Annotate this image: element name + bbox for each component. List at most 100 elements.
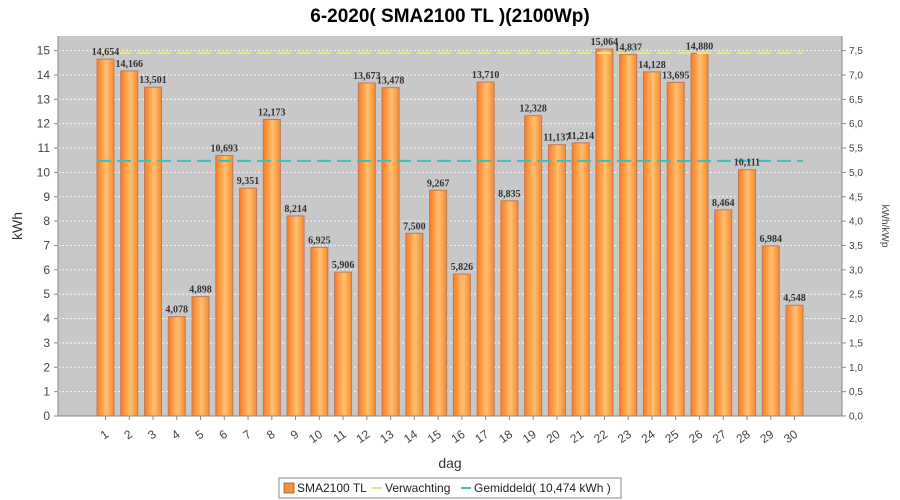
chart-title: 6-2020( SMA2100 TL )(2100Wp) xyxy=(310,6,589,27)
x-tick-label: 28 xyxy=(734,427,753,446)
right-axis-label: kWh/kWp xyxy=(879,205,890,248)
x-tick-label: 3 xyxy=(145,427,159,442)
bar-day-10 xyxy=(310,246,329,417)
data-label-day-9: 8,214 xyxy=(284,204,307,215)
data-label-day-23: 14,837 xyxy=(614,43,642,54)
bar-day-30 xyxy=(785,304,804,417)
right-tick-label: 3,5 xyxy=(849,241,863,252)
bar-day-15 xyxy=(429,189,448,417)
y-tick-label: 1 xyxy=(43,385,50,399)
bar-day-21 xyxy=(571,142,590,417)
y-tick-label: 12 xyxy=(37,117,51,131)
right-tick-label: 2,0 xyxy=(849,314,863,325)
data-label-day-25: 13,695 xyxy=(662,70,690,81)
data-label-day-30: 4,548 xyxy=(783,293,806,304)
bar-day-20 xyxy=(547,144,566,417)
bar-day-25 xyxy=(666,81,685,417)
legend-swatch-bar xyxy=(283,482,295,494)
x-tick-label: 30 xyxy=(781,427,800,446)
bar-day-24 xyxy=(642,71,661,417)
right-axis: 0,0 0,5 1,0 1,5 2,0 2,5 3,0 3,5 4,0 4,5 5,0 5,5 6,0 6… xyxy=(841,36,863,423)
data-label-day-17: 13,710 xyxy=(472,70,500,81)
right-tick-label: 5,0 xyxy=(849,168,863,179)
data-label-day-3: 13,501 xyxy=(139,75,167,86)
data-label-day-16: 5,826 xyxy=(451,262,474,273)
data-label-day-19: 12,328 xyxy=(519,104,547,115)
x-tick-label: 25 xyxy=(662,427,681,446)
y-tick-label: 3 xyxy=(43,336,50,350)
right-tick-label: 1,5 xyxy=(849,338,863,349)
x-tick-label: 1 xyxy=(98,427,112,442)
right-tick-label: 4,0 xyxy=(849,217,863,228)
y-tick-label: 8 xyxy=(43,214,50,228)
bar-day-5 xyxy=(191,296,210,417)
x-tick-label: 19 xyxy=(520,427,539,446)
x-axis: 1 2 3 4 5 6 7 8 9 10 11 12 13 14 15 16 17 18 19 20 21 22 23 24 2… xyxy=(58,415,842,446)
bar-day-16 xyxy=(452,273,471,417)
bars xyxy=(96,48,804,417)
bar-day-23 xyxy=(619,54,638,417)
y-tick-label: 11 xyxy=(38,141,51,155)
data-label-day-8: 12,173 xyxy=(258,107,286,118)
right-tick-label: 6,0 xyxy=(849,119,863,130)
x-tick-label: 21 xyxy=(567,427,586,446)
y-tick-label: 0 xyxy=(43,409,50,423)
x-tick-label: 26 xyxy=(686,427,705,446)
bar-day-27 xyxy=(714,209,733,417)
data-label-day-5: 4,898 xyxy=(189,285,212,296)
grid xyxy=(58,50,842,393)
data-label-day-18: 8,835 xyxy=(498,189,521,200)
legend-item-gemiddeld: Gemiddeld( 10,474 kWh ) xyxy=(474,481,611,495)
legend-item-verwachting: Verwachting xyxy=(385,481,450,495)
data-label-day-4: 4,078 xyxy=(166,305,189,316)
right-tick-label: 2,5 xyxy=(849,290,863,301)
right-tick-label: 1,0 xyxy=(849,363,863,374)
x-tick-label: 7 xyxy=(240,427,254,442)
x-tick-label: 14 xyxy=(401,427,420,446)
y-tick-label: 6 xyxy=(43,263,50,277)
x-tick-label: 4 xyxy=(169,427,183,442)
data-label-day-6: 10,693 xyxy=(211,144,239,155)
x-tick-label: 13 xyxy=(377,427,396,446)
bar-day-6 xyxy=(215,155,234,417)
legend-box xyxy=(278,477,622,499)
right-tick-label: 0,5 xyxy=(849,387,863,398)
bar-day-26 xyxy=(690,53,709,417)
y-tick-label: 5 xyxy=(43,287,50,301)
bar-day-2 xyxy=(120,70,139,417)
x-tick-label: 24 xyxy=(639,427,658,446)
bar-day-4 xyxy=(167,316,186,417)
right-tick-label: 7,5 xyxy=(849,46,863,57)
x-tick-label: 22 xyxy=(591,427,610,446)
data-label-day-29: 6,984 xyxy=(759,234,782,245)
y-tick-label: 13 xyxy=(37,92,51,106)
bar-day-29 xyxy=(761,245,780,417)
y-tick-label: 15 xyxy=(37,44,51,58)
x-tick-label: 27 xyxy=(710,427,729,446)
x-tick-label: 11 xyxy=(331,427,350,446)
right-tick-label: 4,5 xyxy=(849,192,863,203)
y-tick-label: 4 xyxy=(43,312,50,326)
bar-day-12 xyxy=(357,82,376,417)
bar-day-17 xyxy=(476,81,495,417)
x-tick-label: 10 xyxy=(306,427,325,446)
right-tick-label: 7,0 xyxy=(849,70,863,81)
x-tick-label: 8 xyxy=(264,427,278,442)
data-label-day-12: 13,673 xyxy=(353,71,381,82)
x-tick-label: 17 xyxy=(472,427,491,446)
x-tick-label: 20 xyxy=(544,427,563,446)
x-tick-label: 5 xyxy=(193,427,207,442)
x-axis-label: dag xyxy=(438,455,461,471)
bar-day-7 xyxy=(239,187,258,417)
bar-day-9 xyxy=(286,215,305,417)
y-tick-label: 2 xyxy=(43,360,50,374)
bar-day-22 xyxy=(595,48,614,417)
reference-lines xyxy=(97,52,803,162)
right-tick-label: 0,0 xyxy=(849,412,863,423)
data-label-day-1: 14,654 xyxy=(92,47,120,58)
bar-day-3 xyxy=(144,86,163,417)
legend-item-sma2100: SMA2100 TL xyxy=(297,481,367,495)
